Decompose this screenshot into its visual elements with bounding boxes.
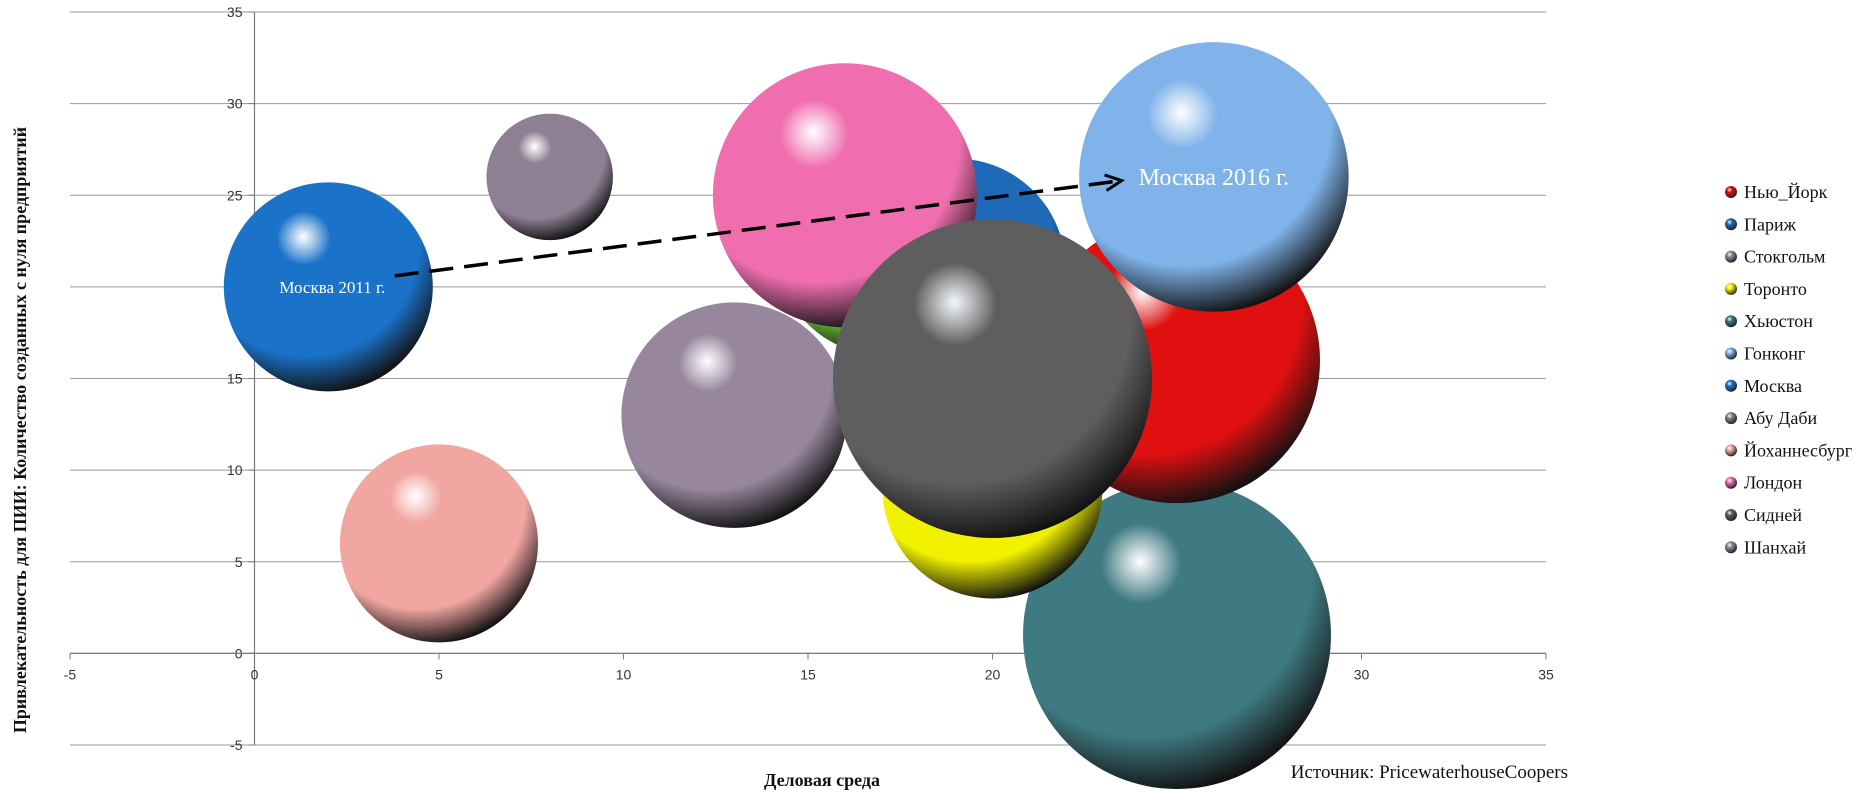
source-note: Источник: PricewaterhouseCoopers xyxy=(1291,762,1568,783)
legend-marker-хьюстон xyxy=(1725,315,1737,328)
annotations: Москва 2011 г. Москва 2016 г. xyxy=(279,165,1289,297)
legend: Нью_Йорк Париж Стокгольм Торонто Хьюстон Гонк… xyxy=(1725,182,1852,557)
y-axis-title: Привлекательность для ПИИ: Количество со… xyxy=(10,127,30,733)
legend-marker-лондон xyxy=(1725,476,1737,489)
legend-marker-париж xyxy=(1725,218,1737,231)
x-tick-label: 30 xyxy=(1354,666,1370,682)
legend-marker-торонто xyxy=(1725,282,1737,295)
y-tick-label: 35 xyxy=(227,4,243,20)
legend-marker-нью-йорк xyxy=(1725,186,1737,198)
legend-label-лондон: Лондон xyxy=(1744,473,1803,493)
y-tick-label: 5 xyxy=(235,554,243,570)
legend-marker-абу-даби xyxy=(1725,412,1737,425)
legend-label-париж: Париж xyxy=(1744,214,1797,234)
x-tick-label: 35 xyxy=(1538,666,1554,682)
legend-label-шанхай: Шанхай xyxy=(1744,537,1807,557)
bubble-абу-даби xyxy=(486,113,613,241)
legend-marker-москва xyxy=(1725,379,1737,392)
legend-label-нью-йорк: Нью_Йорк xyxy=(1744,182,1828,202)
bubble-москва xyxy=(223,182,433,392)
y-tick-label: 10 xyxy=(227,462,243,478)
x-tick-label: 15 xyxy=(800,666,816,682)
annotation-moscow-2016: Москва 2016 г. xyxy=(1139,165,1289,191)
legend-label-торонто: Торонто xyxy=(1744,279,1807,299)
bubble-гонконг xyxy=(1079,42,1349,312)
y-tick-label: 25 xyxy=(227,187,243,203)
legend-label-стокгольм: Стокгольм xyxy=(1744,247,1825,267)
legend-marker-гонконг xyxy=(1725,347,1737,360)
legend-label-йоханнесбург: Йоханнесбург xyxy=(1744,440,1852,460)
bubbles xyxy=(223,42,1349,790)
x-axis-title: Деловая среда xyxy=(764,770,880,790)
legend-label-москва: Москва xyxy=(1744,376,1802,396)
legend-marker-стокгольм xyxy=(1725,250,1737,263)
trend-arrow xyxy=(394,178,1122,278)
legend-label-сидней: Сидней xyxy=(1744,505,1802,525)
x-tick-label: 5 xyxy=(435,666,443,682)
y-tick-label: -5 xyxy=(230,737,243,753)
bubble-йоханнесбург xyxy=(340,444,538,643)
bubble-шанхай xyxy=(621,302,847,528)
annotation-moscow-2011: Москва 2011 г. xyxy=(279,278,385,297)
legend-marker-шанхай xyxy=(1725,541,1737,554)
legend-marker-йоханнесбург xyxy=(1725,444,1737,457)
legend-label-гонконг: Гонконг xyxy=(1744,344,1805,364)
x-tick-label: -5 xyxy=(64,666,77,682)
y-tick-label: 15 xyxy=(227,371,243,387)
legend-label-хьюстон: Хьюстон xyxy=(1744,311,1813,331)
x-tick-label: 20 xyxy=(985,666,1001,682)
x-tick-label: 0 xyxy=(251,666,259,682)
bubble-хьюстон xyxy=(1023,481,1331,790)
x-tick-label: 10 xyxy=(616,666,632,682)
legend-marker-сидней xyxy=(1725,509,1737,521)
bubble-сидней xyxy=(833,219,1152,538)
trend-arrowhead xyxy=(1104,173,1126,192)
legend-label-абу-даби: Абу Даби xyxy=(1744,408,1817,428)
y-tick-label: 30 xyxy=(227,96,243,112)
